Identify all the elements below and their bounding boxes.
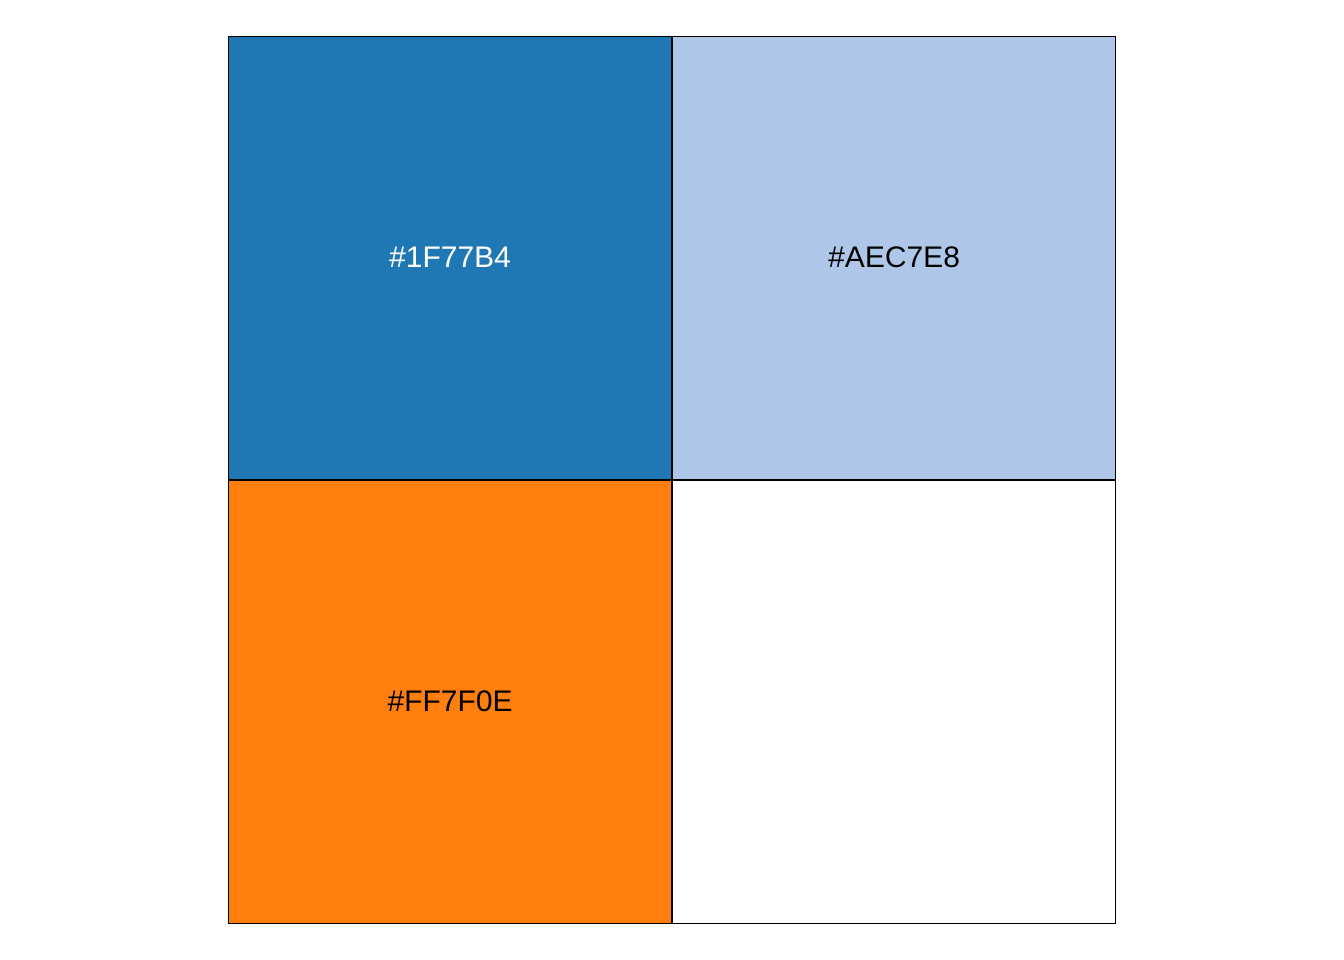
swatch-1: #1F77B4 (228, 36, 672, 480)
color-swatch-grid: #1F77B4 #AEC7E8 #FF7F0E (228, 36, 1116, 924)
swatch-label: #AEC7E8 (828, 241, 960, 274)
swatch-empty (672, 480, 1116, 924)
swatch-3: #FF7F0E (228, 480, 672, 924)
swatch-2: #AEC7E8 (672, 36, 1116, 480)
swatch-label: #FF7F0E (387, 685, 513, 718)
swatch-label: #1F77B4 (389, 241, 511, 274)
